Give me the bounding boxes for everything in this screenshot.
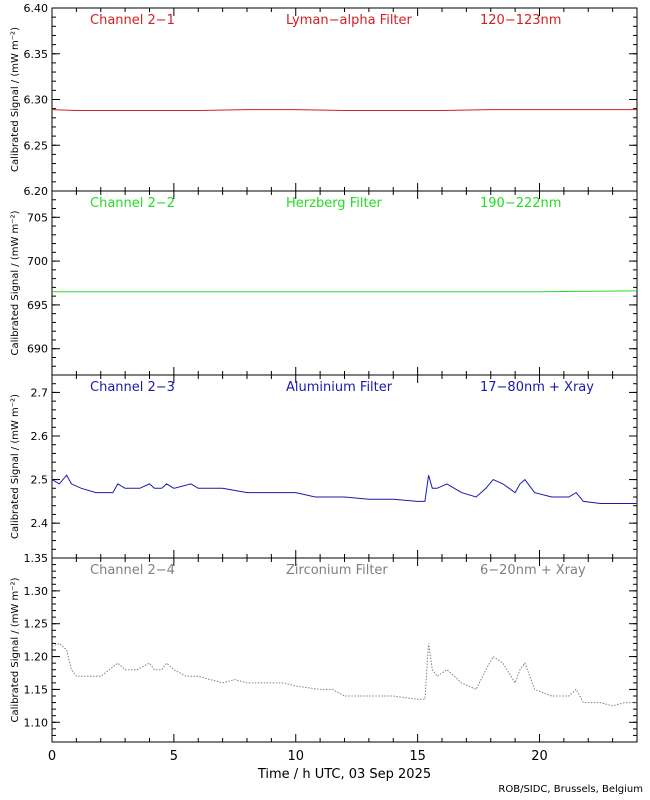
panel-3: 2.4 2.5 2.6 2.7 Calibrated Signal / (mW m⁻²)…	[10, 374, 638, 559]
panel-4: 1.10 1.15 1.20 1.25 1.30 1.35 Calibrated Signa…	[10, 552, 638, 743]
y-tick-label: 6.30	[24, 94, 49, 107]
band-label: 120−123nm	[480, 13, 561, 28]
filter-label: Zirconium Filter	[286, 563, 388, 578]
series-line-channel-3	[51, 474, 637, 504]
channel-label: Channel 2−1	[90, 13, 175, 28]
band-label: 190−222nm	[480, 196, 561, 211]
series-line-channel-4	[51, 642, 637, 707]
panel-frame	[51, 7, 638, 192]
y-tick-label: 1.30	[24, 585, 49, 598]
panel-frame	[51, 557, 638, 743]
y-tick-label: 705	[27, 211, 48, 224]
y-tick-label: 6.35	[24, 48, 49, 61]
x-tick-label: 20	[531, 749, 548, 764]
y-tick-label: 1.25	[24, 618, 49, 631]
y-tick-label: 1.10	[24, 716, 49, 729]
panel-2: 690 695 700 705 Calibrated Signal / (mW m⁻²)…	[10, 190, 638, 376]
y-tick-label: 2.4	[31, 517, 49, 530]
band-label: 6−20nm + Xray	[480, 563, 586, 578]
band-label: 17−80nm + Xray	[480, 380, 594, 395]
y-tick-label: 690	[27, 343, 48, 356]
y-tick-label: 1.20	[24, 651, 49, 664]
series-line-channel-2	[52, 290, 638, 293]
y-tick-label: 1.35	[24, 552, 49, 565]
channel-label: Channel 2−2	[90, 196, 175, 211]
y-tick-label: 700	[27, 255, 48, 268]
y-tick-label: 2.5	[31, 474, 49, 487]
channel-label: Channel 2−4	[90, 563, 175, 578]
filter-label: Lyman−alpha Filter	[286, 13, 413, 28]
filter-label: Aluminium Filter	[286, 380, 393, 395]
y-axis-label: Calibrated Signal / (mW m⁻²)	[10, 210, 21, 355]
x-tick-label: 15	[409, 749, 426, 764]
y-axis-label: Calibrated Signal / (mW m⁻²)	[10, 27, 21, 172]
credit-text: ROB/SIDC, Brussels, Belgium	[498, 784, 643, 795]
x-tick-label: 0	[48, 749, 56, 764]
y-tick-label: 1.15	[24, 683, 49, 696]
series-line-channel-1	[51, 109, 637, 111]
panel-frame	[51, 374, 638, 559]
y-tick-label: 2.6	[31, 430, 49, 443]
y-axis-label: Calibrated Signal / (mW m⁻²)	[10, 577, 21, 722]
panel-frame	[51, 190, 638, 376]
y-tick-label: 695	[27, 299, 48, 312]
x-tick-label: 5	[170, 749, 178, 764]
x-tick-label: 10	[287, 749, 304, 764]
y-tick-label: 6.40	[24, 2, 49, 15]
filter-label: Herzberg Filter	[286, 196, 383, 211]
x-axis-label: Time / h UTC, 03 Sep 2025	[257, 767, 431, 782]
y-tick-label: 6.20	[24, 185, 49, 198]
channel-label: Channel 2−3	[90, 380, 175, 395]
y-tick-label: 2.7	[31, 386, 49, 399]
y-axis-label: Calibrated Signal / (mW m⁻²)	[10, 394, 21, 539]
panel-1: 6.20 6.25 6.30 6.35 6.40 Calibrated Signal / …	[10, 2, 638, 198]
y-tick-label: 6.25	[24, 139, 49, 152]
